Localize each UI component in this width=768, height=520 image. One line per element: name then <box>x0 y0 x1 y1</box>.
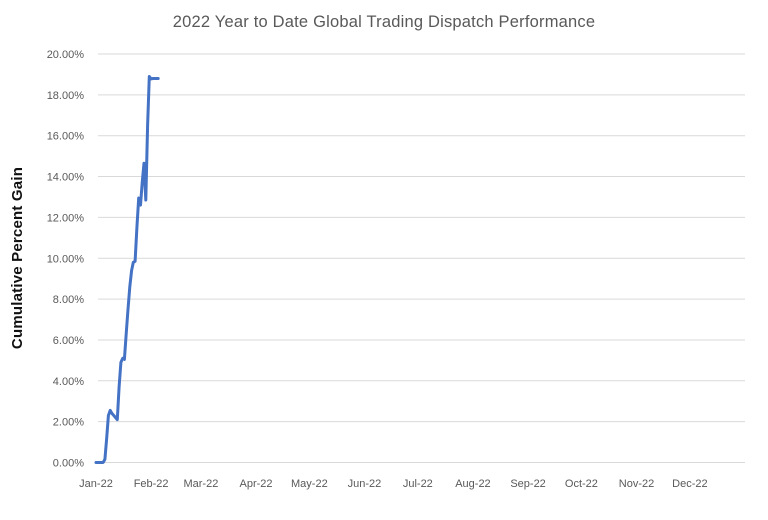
x-tick-label: May-22 <box>291 478 328 490</box>
x-tick-label: Dec-22 <box>672 478 707 490</box>
x-tick-label: Nov-22 <box>619 478 654 490</box>
y-tick-label: 10.00% <box>47 253 85 265</box>
y-tick-label: 12.00% <box>47 212 85 224</box>
y-tick-label: 0.00% <box>53 458 84 470</box>
y-tick-labels: 0.00% 2.00% 4.00% 6.00% 8.00% 10.00% 12.00% 14.… <box>47 49 85 470</box>
x-tick-label: Oct-22 <box>565 478 598 490</box>
y-tick-label: 2.00% <box>53 417 84 429</box>
x-tick-label: Sep-22 <box>510 478 545 490</box>
x-tick-label: Apr-22 <box>240 478 273 490</box>
chart-title: 2022 Year to Date Global Trading Dispatc… <box>172 13 596 31</box>
x-tick-labels: Jan-22 Feb-22 Mar-22 Apr-22 May-22 Jun-22 Jul-… <box>79 478 707 490</box>
x-tick-label: Mar-22 <box>183 478 218 490</box>
x-tick-label: Jan-22 <box>79 478 113 490</box>
y-tick-label: 20.00% <box>47 49 85 61</box>
y-tick-label: 6.00% <box>53 335 84 347</box>
y-axis-title: Cumulative Percent Gain <box>9 166 26 350</box>
series-line <box>94 75 160 464</box>
y-tick-label: 18.00% <box>47 90 85 102</box>
y-tick-label: 4.00% <box>53 376 84 388</box>
data-series <box>94 75 160 464</box>
x-tick-label: Jul-22 <box>403 478 433 490</box>
x-tick-label: Feb-22 <box>134 478 169 490</box>
x-tick-label: Aug-22 <box>455 478 490 490</box>
y-tick-label: 8.00% <box>53 294 84 306</box>
gridlines <box>98 53 745 463</box>
x-tick-label: Jun-22 <box>348 478 382 490</box>
y-tick-label: 14.00% <box>47 172 85 184</box>
y-tick-label: 16.00% <box>47 131 85 143</box>
